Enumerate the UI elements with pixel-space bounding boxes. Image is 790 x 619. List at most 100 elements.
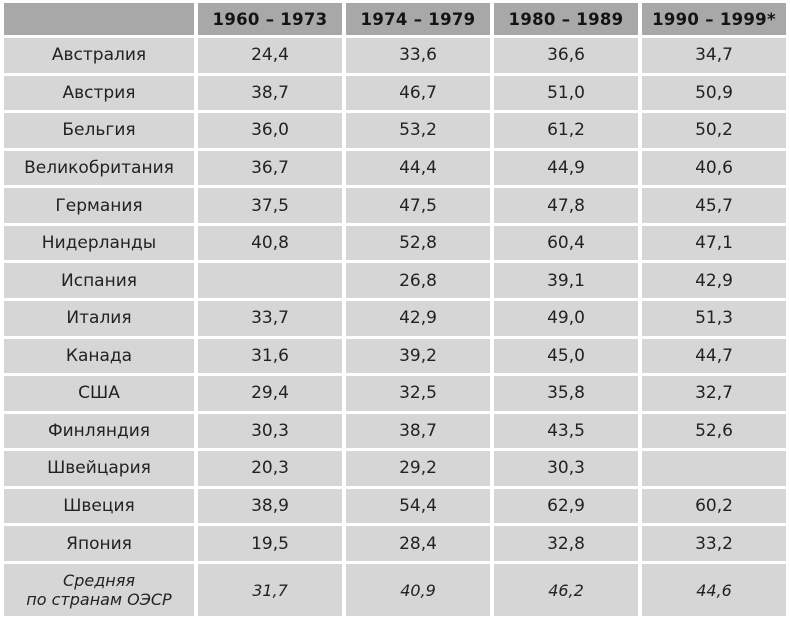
cell: 44,7 xyxy=(642,338,786,374)
cell: 40,9 xyxy=(346,564,490,616)
cell: 40,8 xyxy=(198,225,342,261)
cell: 36,0 xyxy=(198,113,342,148)
cell: 33,2 xyxy=(642,526,786,561)
table-row: Финляндия 30,3 38,7 43,5 52,6 xyxy=(4,413,786,449)
table-row: Нидерланды 40,8 52,8 60,4 47,1 xyxy=(4,225,786,261)
cell: 39,1 xyxy=(494,263,638,298)
cell: 33,6 xyxy=(346,38,490,73)
table-row: Италия 33,7 42,9 49,0 51,3 xyxy=(4,300,786,336)
cell: 47,1 xyxy=(642,225,786,261)
table-row: Швеция 38,9 54,4 62,9 60,2 xyxy=(4,488,786,524)
cell: 60,4 xyxy=(494,225,638,261)
row-label: Швейцария xyxy=(4,451,194,486)
cell: 44,9 xyxy=(494,150,638,186)
cell: 20,3 xyxy=(198,451,342,486)
corner-cell xyxy=(4,3,194,35)
table-row: Австралия 24,4 33,6 36,6 34,7 xyxy=(4,38,786,73)
cell: 54,4 xyxy=(346,488,490,524)
row-label: Австрия xyxy=(4,75,194,111)
cell: 29,2 xyxy=(346,451,490,486)
column-header-1990-1999: 1990 – 1999* xyxy=(642,3,786,35)
table-row: Швейцария 20,3 29,2 30,3 xyxy=(4,451,786,486)
cell: 35,8 xyxy=(494,376,638,411)
cell: 38,7 xyxy=(198,75,342,111)
cell: 31,7 xyxy=(198,564,342,616)
cell: 30,3 xyxy=(494,451,638,486)
cell xyxy=(642,451,786,486)
table-row: Канада 31,6 39,2 45,0 44,7 xyxy=(4,338,786,374)
table-header: 1960 – 1973 1974 – 1979 1980 – 1989 1990… xyxy=(4,3,786,35)
cell: 45,7 xyxy=(642,188,786,223)
table-row: Австрия 38,7 46,7 51,0 50,9 xyxy=(4,75,786,111)
row-label: Япония xyxy=(4,526,194,561)
cell: 46,2 xyxy=(494,564,638,616)
cell: 36,6 xyxy=(494,38,638,73)
column-header-1960-1973: 1960 – 1973 xyxy=(198,3,342,35)
cell: 49,0 xyxy=(494,300,638,336)
row-label: Швеция xyxy=(4,488,194,524)
cell: 51,3 xyxy=(642,300,786,336)
column-header-1974-1979: 1974 – 1979 xyxy=(346,3,490,35)
cell: 34,7 xyxy=(642,38,786,73)
cell: 31,6 xyxy=(198,338,342,374)
row-label: Нидерланды xyxy=(4,225,194,261)
cell: 43,5 xyxy=(494,413,638,449)
table-row: Великобритания 36,7 44,4 44,9 40,6 xyxy=(4,150,786,186)
table-row: Бельгия 36,0 53,2 61,2 50,2 xyxy=(4,113,786,148)
header-row: 1960 – 1973 1974 – 1979 1980 – 1989 1990… xyxy=(4,3,786,35)
cell: 52,6 xyxy=(642,413,786,449)
table-body: Австралия 24,4 33,6 36,6 34,7 Австрия 38… xyxy=(4,38,786,616)
cell: 44,6 xyxy=(642,564,786,616)
cell: 42,9 xyxy=(642,263,786,298)
row-label: Средняя по странам ОЭСР xyxy=(4,564,194,616)
row-label: Германия xyxy=(4,188,194,223)
cell: 39,2 xyxy=(346,338,490,374)
cell: 50,9 xyxy=(642,75,786,111)
cell: 40,6 xyxy=(642,150,786,186)
cell: 38,9 xyxy=(198,488,342,524)
cell: 28,4 xyxy=(346,526,490,561)
cell: 19,5 xyxy=(198,526,342,561)
cell: 29,4 xyxy=(198,376,342,411)
table-row: Япония 19,5 28,4 32,8 33,2 xyxy=(4,526,786,561)
cell: 36,7 xyxy=(198,150,342,186)
cell: 62,9 xyxy=(494,488,638,524)
row-label: Канада xyxy=(4,338,194,374)
cell: 24,4 xyxy=(198,38,342,73)
cell: 52,8 xyxy=(346,225,490,261)
cell: 50,2 xyxy=(642,113,786,148)
row-label: Испания xyxy=(4,263,194,298)
row-label: Великобритания xyxy=(4,150,194,186)
cell: 51,0 xyxy=(494,75,638,111)
cell: 38,7 xyxy=(346,413,490,449)
cell: 32,7 xyxy=(642,376,786,411)
row-label: Бельгия xyxy=(4,113,194,148)
table-row-oecd-average: Средняя по странам ОЭСР 31,7 40,9 46,2 4… xyxy=(4,564,786,616)
table-row: США 29,4 32,5 35,8 32,7 xyxy=(4,376,786,411)
cell: 46,7 xyxy=(346,75,490,111)
row-label: США xyxy=(4,376,194,411)
cell: 44,4 xyxy=(346,150,490,186)
column-header-1980-1989: 1980 – 1989 xyxy=(494,3,638,35)
cell: 30,3 xyxy=(198,413,342,449)
cell: 26,8 xyxy=(346,263,490,298)
row-label: Италия xyxy=(4,300,194,336)
cell: 32,5 xyxy=(346,376,490,411)
cell: 47,5 xyxy=(346,188,490,223)
cell: 33,7 xyxy=(198,300,342,336)
cell: 60,2 xyxy=(642,488,786,524)
cell: 47,8 xyxy=(494,188,638,223)
cell: 32,8 xyxy=(494,526,638,561)
row-label: Австралия xyxy=(4,38,194,73)
cell xyxy=(198,263,342,298)
cell: 37,5 xyxy=(198,188,342,223)
row-label: Финляндия xyxy=(4,413,194,449)
cell: 42,9 xyxy=(346,300,490,336)
cell: 45,0 xyxy=(494,338,638,374)
cell: 61,2 xyxy=(494,113,638,148)
table-row: Испания 26,8 39,1 42,9 xyxy=(4,263,786,298)
table-row: Германия 37,5 47,5 47,8 45,7 xyxy=(4,188,786,223)
cell: 53,2 xyxy=(346,113,490,148)
